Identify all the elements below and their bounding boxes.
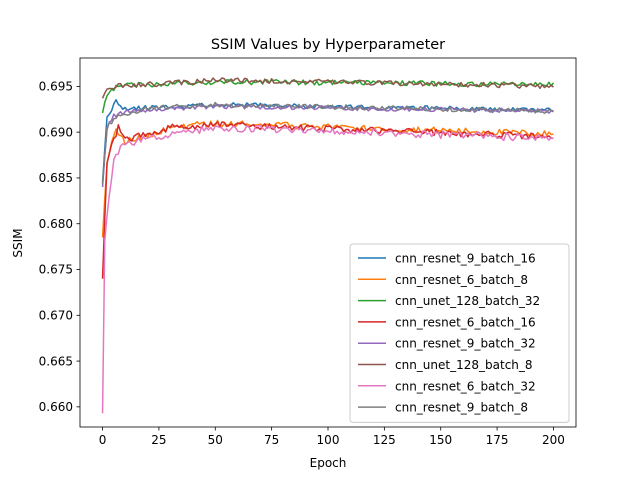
y-tick-label: 0.690 [39, 125, 73, 139]
y-tick-label: 0.660 [39, 400, 73, 414]
legend-label: cnn_resnet_6_batch_8 [395, 273, 528, 287]
series-line-cnn_resnet_6_batch_16 [101, 121, 554, 279]
legend-label: cnn_resnet_9_batch_16 [395, 252, 536, 266]
legend-label: cnn_resnet_9_batch_8 [395, 401, 528, 415]
series-line-cnn_resnet_9_batch_8 [101, 101, 554, 185]
x-tick-label: 100 [317, 433, 340, 447]
chart-title: SSIM Values by Hyperparameter [211, 37, 445, 53]
y-tick-label: 0.695 [39, 80, 73, 94]
legend-label: cnn_unet_128_batch_32 [395, 294, 540, 308]
y-tick-label: 0.665 [39, 354, 73, 368]
x-tick-label: 125 [373, 433, 396, 447]
legend-label: cnn_resnet_6_batch_16 [395, 315, 536, 329]
legend-label: cnn_resnet_9_batch_32 [395, 337, 536, 351]
y-tick-label: 0.675 [39, 263, 73, 277]
series-lines [101, 77, 555, 414]
x-tick-label: 150 [429, 433, 452, 447]
x-axis-label: Epoch [310, 456, 347, 470]
x-tick-label: 175 [486, 433, 509, 447]
legend-label: cnn_unet_128_batch_8 [395, 358, 533, 372]
legend-box [349, 243, 570, 423]
x-tick-label: 25 [151, 433, 166, 447]
x-tick-label: 50 [208, 433, 223, 447]
y-tick-label: 0.670 [39, 308, 73, 322]
y-axis-label: SSIM [11, 228, 25, 257]
series-line-cnn_unet_128_batch_8 [101, 77, 554, 99]
x-tick-label: 0 [99, 433, 107, 447]
x-tick-label: 75 [264, 433, 279, 447]
x-tick-label: 200 [542, 433, 565, 447]
legend: cnn_resnet_9_batch_16 cnn_resnet_6_batch_… [349, 243, 570, 423]
y-tick-label: 0.685 [39, 171, 73, 185]
axes: 0 25 50 75 100 125 150 175 200 0.660 0.665 0.670 0.6… [39, 57, 577, 447]
series-line-cnn_resnet_6_batch_32 [101, 124, 554, 414]
legend-label: cnn_resnet_6_batch_32 [395, 379, 536, 393]
y-tick-label: 0.680 [39, 217, 73, 231]
